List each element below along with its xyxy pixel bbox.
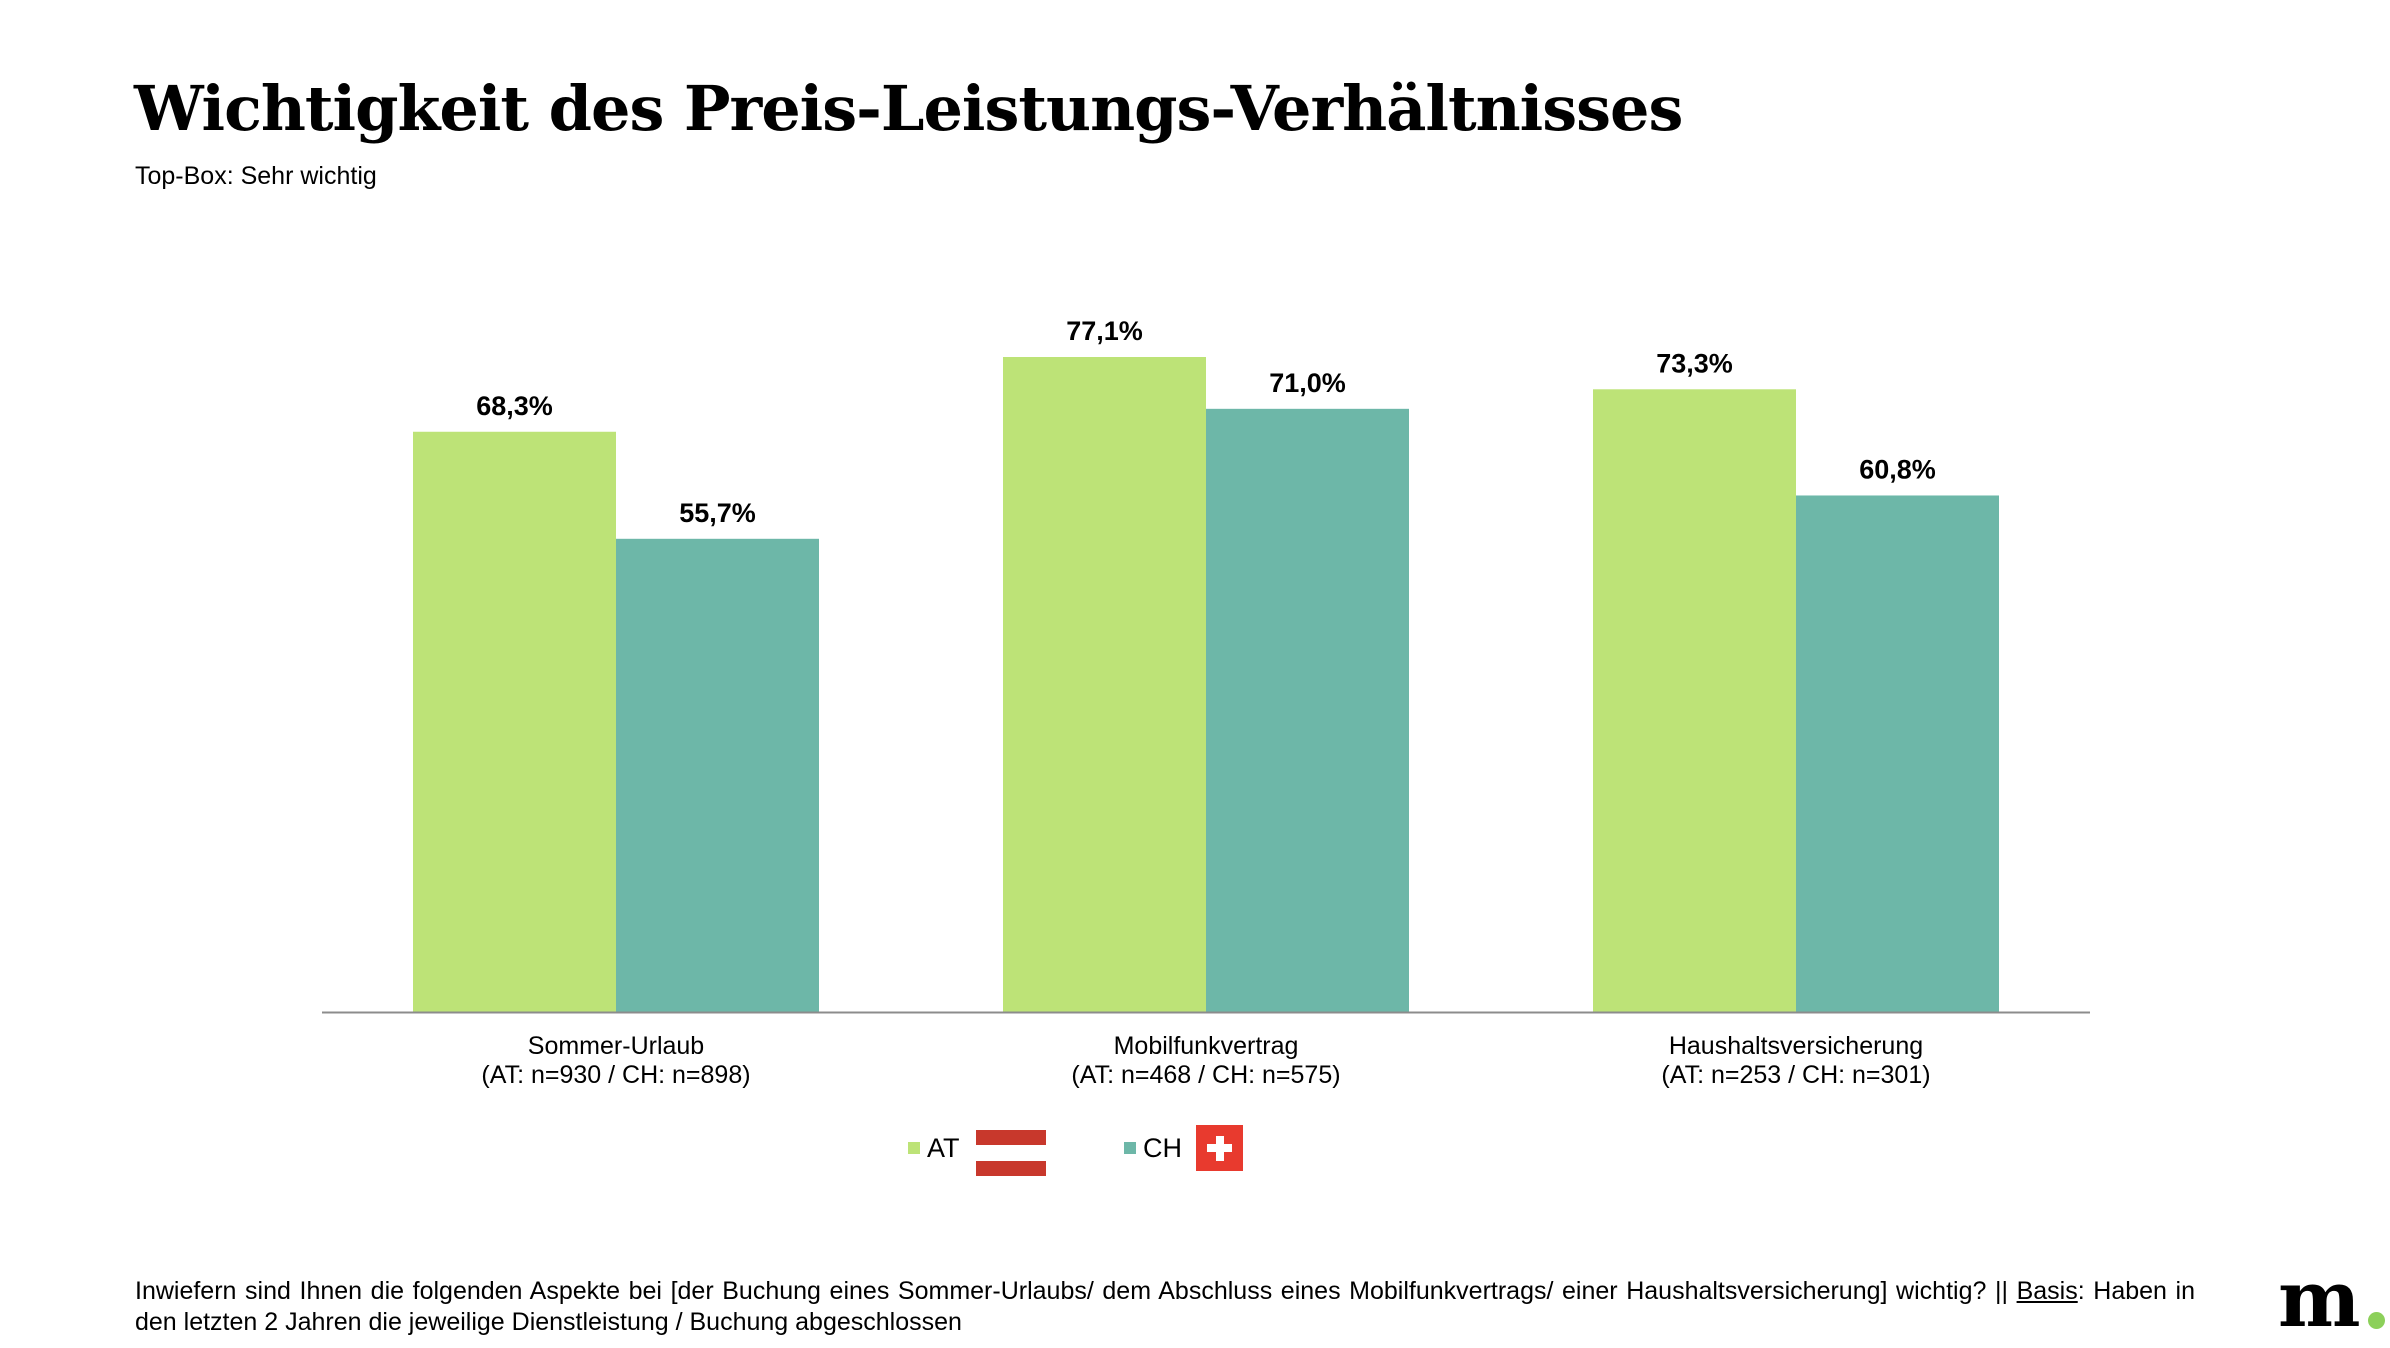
data-label-at-2: 73,3% [1656, 348, 1733, 378]
data-label-at-0: 68,3% [476, 391, 553, 421]
legend-label-ch: CH [1143, 1133, 1182, 1163]
footnote-basis-text: : Haben in den letzten 2 Jahren die jewe… [135, 1277, 2195, 1336]
bar-ch-2 [1796, 495, 1999, 1012]
brand-logo-dot [2368, 1312, 2385, 1329]
footnote: Inwiefern sind Ihnen die folgenden Aspek… [135, 1276, 2195, 1338]
bar-ch-0 [616, 538, 819, 1012]
bar-ch-1 [1206, 408, 1409, 1013]
austria-flag-icon [976, 1130, 1046, 1176]
category-label-1-line-1: (AT: n=468 / CH: n=575) [1071, 1061, 1340, 1089]
footnote-basis-label: Basis [2016, 1277, 2078, 1305]
data-label-ch-2: 60,8% [1859, 454, 1936, 484]
legend-item-at: AT [908, 1128, 960, 1168]
data-label-at-1: 77,1% [1066, 316, 1143, 346]
category-label-0-line-0: Sommer-Urlaub [528, 1032, 704, 1060]
bar-at-2 [1593, 389, 1796, 1013]
footnote-question: Inwiefern sind Ihnen die folgenden Aspek… [135, 1277, 2017, 1305]
category-label-0-line-1: (AT: n=930 / CH: n=898) [481, 1061, 750, 1089]
legend-swatch-at [908, 1142, 920, 1154]
legend-label-at: AT [927, 1133, 960, 1163]
category-label-2-line-0: Haushaltsversicherung [1669, 1032, 1923, 1060]
category-label-2-line-1: (AT: n=253 / CH: n=301) [1661, 1061, 1930, 1089]
brand-logo: m [2278, 1254, 2361, 1345]
data-label-ch-0: 55,7% [679, 498, 756, 528]
bar-at-1 [1003, 357, 1206, 1012]
category-label-1-line-0: Mobilfunkvertrag [1114, 1032, 1299, 1060]
data-label-ch-1: 71,0% [1269, 368, 1346, 398]
switzerland-flag-icon [1196, 1125, 1243, 1171]
legend-item-ch: CH [1124, 1128, 1182, 1168]
legend-swatch-ch [1124, 1142, 1136, 1154]
bar-at-0 [413, 431, 616, 1013]
page-title: Wichtigkeit des Preis-Leistungs-Verhältn… [134, 72, 1683, 145]
page-subtitle: Top-Box: Sehr wichtig [135, 162, 377, 190]
